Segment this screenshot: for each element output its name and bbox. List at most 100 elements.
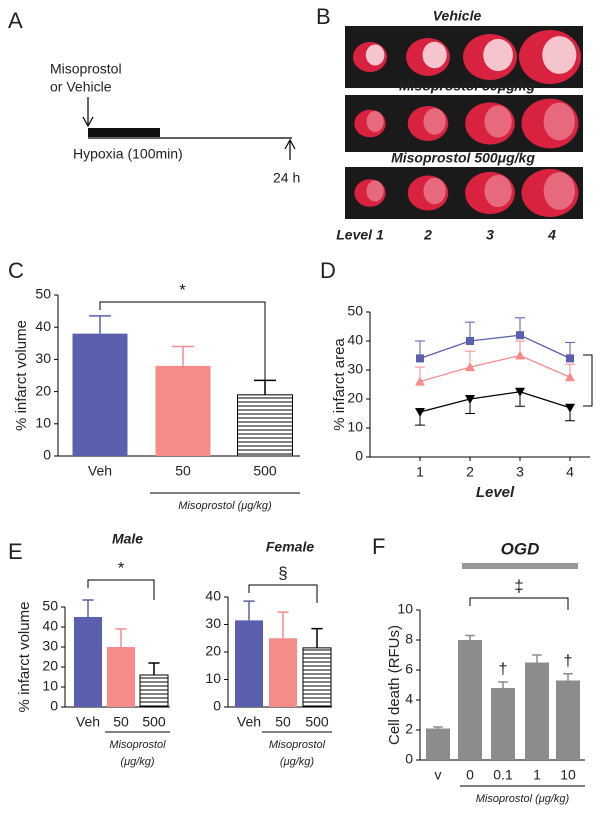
chart-title: OGD: [501, 539, 540, 558]
x-axis-label: Level: [476, 484, 515, 501]
group-label: (μg/kg): [120, 756, 154, 768]
group-label: Misoprostol (μg/kg): [178, 500, 272, 512]
x-tick-label: 0: [466, 767, 474, 783]
significance-label: ‡: [514, 576, 523, 595]
value-annotation: †: [499, 661, 508, 678]
y-tick-label: 30: [42, 638, 58, 654]
y-tick-label: 30: [35, 350, 51, 366]
bar: [74, 617, 102, 707]
panel-letter: D: [320, 258, 336, 283]
significance-label: *: [118, 558, 125, 577]
marker: [566, 354, 574, 363]
infarct: [484, 105, 512, 138]
infarct: [422, 41, 447, 69]
group-label: Misoprostol (μg/kg): [476, 793, 570, 805]
x-tick-label: 0.1: [493, 767, 513, 783]
y-axis-label: % infarct area: [331, 338, 348, 431]
marker: [415, 376, 425, 386]
marker: [466, 337, 474, 345]
x-tick-label: 500: [305, 714, 329, 730]
y-tick-label: 10: [347, 419, 363, 435]
infarct: [366, 180, 384, 202]
marker: [516, 331, 524, 340]
value-annotation: †: [564, 653, 573, 670]
brain-images: [345, 26, 583, 219]
y-tick-label: 20: [35, 382, 51, 398]
group-title: Misoprostol 50μg/kg: [399, 78, 535, 94]
marker: [465, 395, 475, 404]
y-tick-label: 0: [405, 751, 413, 767]
y-axis-label: % infarct volume: [13, 320, 30, 431]
y-tick-label: 0: [43, 447, 51, 463]
timeline-shapes: [82, 97, 296, 160]
y-tick-label: 40: [347, 332, 363, 348]
infarct: [542, 36, 577, 74]
chart-title: Male: [112, 531, 143, 547]
y-tick-label: 40: [205, 588, 221, 604]
side-bracket: [583, 354, 593, 407]
x-tick-label: Veh: [237, 714, 261, 730]
panel-letter: A: [8, 8, 23, 33]
bar: [458, 640, 482, 760]
y-tick-label: 10: [35, 415, 51, 431]
marker: [515, 350, 525, 360]
x-tick-label: Veh: [88, 463, 112, 479]
y-tick-label: 40: [42, 618, 58, 634]
y-tick-label: 0: [213, 698, 221, 714]
y-tick-label: 20: [42, 658, 58, 674]
significance-bracket: [469, 597, 569, 610]
y-tick-label: 20: [205, 643, 221, 659]
level-label: 3: [486, 227, 494, 243]
marker: [565, 372, 575, 382]
group-title: Misoprostol 500μg/kg: [391, 150, 535, 166]
bar: [556, 680, 580, 760]
level-label: 2: [423, 227, 432, 243]
bar: [525, 662, 549, 760]
bar: [237, 394, 293, 457]
panel-letter: F: [372, 534, 385, 559]
group-label: Misoprostol: [269, 739, 326, 751]
significance-bracket: [248, 584, 318, 603]
x-tick-label: 2: [466, 464, 474, 480]
bar-label: Hypoxia (100min): [73, 146, 183, 162]
significance-label: §: [278, 563, 287, 582]
marker: [415, 408, 425, 418]
marker: [416, 354, 424, 363]
panel-letter: E: [8, 539, 23, 564]
group-label: (μg/kg): [280, 756, 314, 768]
y-tick-label: 0: [355, 448, 363, 464]
x-tick-label: 50: [175, 463, 191, 479]
x-tick-label: 500: [142, 714, 166, 730]
y-tick-label: 10: [205, 670, 221, 686]
y-tick-label: 10: [42, 678, 58, 694]
x-tick-label: Veh: [76, 714, 100, 730]
y-tick-label: 8: [405, 631, 413, 647]
bar: [155, 365, 211, 456]
infarct: [423, 108, 446, 135]
x-tick-label: 10: [560, 767, 576, 783]
significance-bracket: [87, 579, 155, 600]
y-tick-label: 50: [42, 598, 58, 614]
infarct: [366, 111, 384, 132]
bar: [139, 674, 169, 708]
level-label: 4: [547, 227, 556, 243]
x-tick-label: 3: [516, 464, 524, 480]
y-tick-label: 6: [405, 661, 413, 677]
title-band: [462, 563, 578, 569]
bar: [235, 620, 263, 707]
y-tick-label: 4: [405, 691, 413, 707]
infarct: [423, 177, 446, 205]
bar: [302, 647, 332, 708]
significance-label: *: [179, 280, 186, 299]
x-tick-label: 4: [566, 464, 574, 480]
agent-label: Misoprostol: [50, 61, 122, 77]
infarct: [543, 172, 575, 210]
y-axis-label: Cell death (RFUs): [386, 625, 403, 745]
bar: [107, 647, 135, 707]
chart-title: Female: [266, 539, 314, 555]
y-tick-label: 40: [35, 318, 51, 334]
marker: [515, 387, 525, 397]
significance-bracket: [99, 301, 266, 382]
series-line: [419, 334, 571, 360]
